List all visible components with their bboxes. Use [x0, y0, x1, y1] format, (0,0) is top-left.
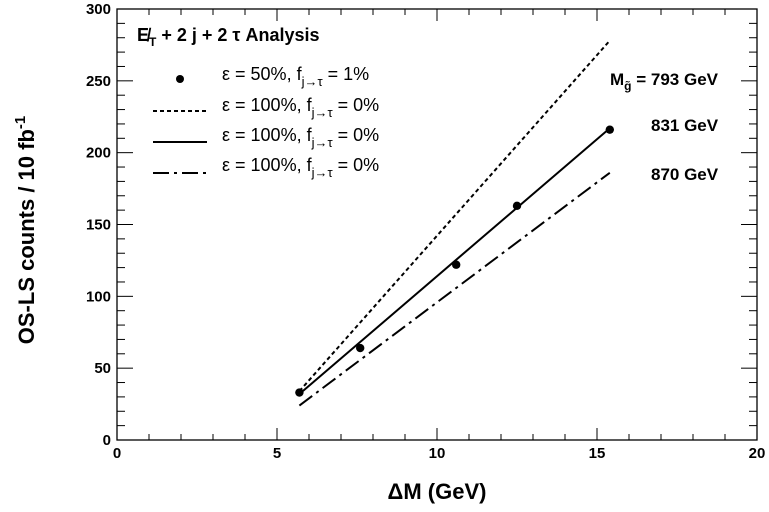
- legend: ε = 50%, fj→τ = 1% ε = 100%, fj→τ = 0% ε…: [153, 64, 379, 180]
- legend-entry-4: ε = 100%, fj→τ = 0%: [222, 155, 379, 180]
- y-tick-label: 50: [94, 360, 111, 377]
- legend-entry-3: ε = 100%, fj→τ = 0%: [222, 125, 379, 150]
- x-tick-label: 0: [113, 445, 121, 462]
- x-tick-label: 20: [749, 445, 766, 462]
- x-tick-label: 15: [589, 445, 606, 462]
- series-line-dashed: [298, 39, 611, 392]
- y-tick-label: 300: [86, 1, 111, 18]
- legend-entry-1: ε = 50%, fj→τ = 1%: [222, 64, 369, 89]
- data-point: [356, 343, 365, 353]
- series-line-dash-dot: [298, 171, 611, 407]
- y-tick-label: 100: [86, 288, 111, 305]
- y-tick-label: 250: [86, 73, 111, 90]
- data-points: [295, 125, 614, 397]
- legend-entry-2: ε = 100%, fj→τ = 0%: [222, 95, 379, 120]
- series-label-793: Mg̃ = 793 GeV: [610, 70, 719, 93]
- series-label-831: 831 GeV: [651, 116, 719, 135]
- x-tick-label: 10: [429, 445, 446, 462]
- legend-marker-symbol: [176, 75, 184, 83]
- y-axis-title-exponent: -1: [12, 116, 29, 129]
- x-tick-label: 5: [273, 445, 281, 462]
- axis-ticks: [116, 8, 758, 441]
- y-tick-label: 200: [86, 145, 111, 162]
- data-point: [605, 125, 614, 134]
- y-axis-title: OS-LS counts / 10 fb-1: [12, 116, 39, 344]
- title-rest: + 2 j + 2 τ Analysis: [156, 25, 319, 45]
- y-axis-title-main: OS-LS counts / 10 fb: [14, 129, 39, 344]
- x-axis-title: ΔM (GeV): [388, 479, 487, 504]
- series-label-870: 870 GeV: [651, 165, 719, 184]
- chart-title: E̸T + 2 j + 2 τ Analysis: [137, 25, 319, 49]
- y-tick-label: 0: [103, 432, 111, 449]
- data-point: [452, 260, 461, 269]
- data-point: [295, 388, 304, 397]
- title-met-subscript: T: [149, 35, 157, 49]
- y-tick-label: 150: [86, 217, 111, 234]
- title-met-symbol: E̸: [137, 25, 152, 45]
- data-point: [512, 201, 522, 211]
